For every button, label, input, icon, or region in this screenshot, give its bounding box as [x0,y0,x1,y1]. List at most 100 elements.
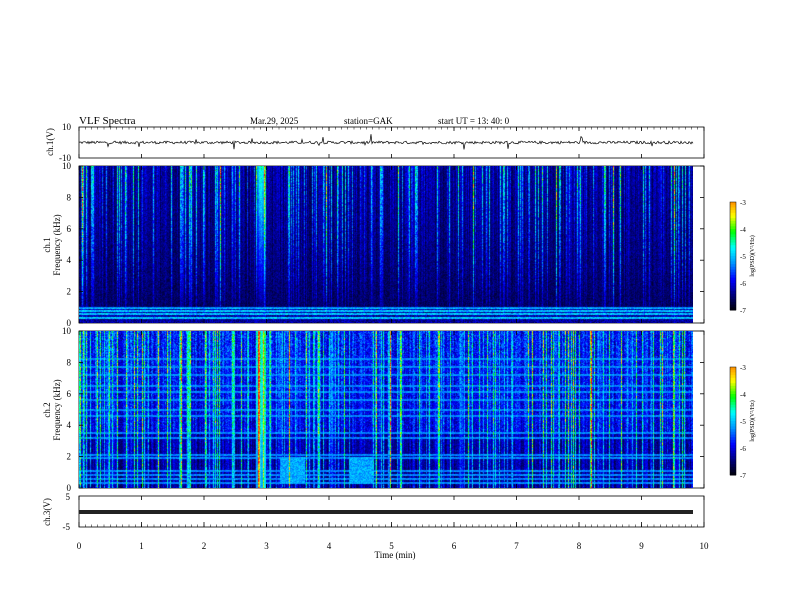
ch3-waveform-panel: 5 -5 ch.3(V) [42,492,705,532]
colorbar-cell [730,247,736,252]
xtick-label: 0 [77,541,82,551]
colorbar-cell [730,258,736,262]
colorbar-cell [730,266,736,270]
colorbar-tick-label: -6 [740,280,746,288]
colorbar-cell [730,426,736,430]
ch1-ytick-top: 10 [62,122,72,132]
colorbar-cell [730,431,736,435]
station-label: station=GAK [344,116,393,126]
colorbar-cell [730,210,736,214]
colorbar-cell [730,226,736,230]
colorbar-cell [730,399,736,403]
colorbar-cell [730,472,736,476]
colorbar-tick-label: -3 [740,364,746,372]
colorbar-cell [730,304,736,308]
ch1-spec-image-holder [79,166,693,323]
spec-ytick-label: 8 [67,192,72,202]
spec-ytick-label: 0 [67,318,72,328]
ch1-waveform-trace [79,134,694,150]
colorbar-cell [730,218,736,222]
colorbar-cell [730,394,736,398]
colorbar-cell [730,296,736,300]
ch2-spec-ylabel-ch: ch.2 [42,402,52,417]
colorbar-cell [730,293,736,297]
colorbar-cell [730,223,736,227]
colorbar-cell [730,307,736,311]
colorbar-tick-label: -5 [740,253,746,261]
time-axis: 0 1 2 3 4 5 6 7 8 9 10 [77,127,709,551]
colorbar-cell [730,418,736,422]
ch3-waveform-trace [79,510,693,514]
colorbar-cell [730,464,736,468]
ch2-spectrogram-panel: 0 2 4 6 8 10 ch.2 Frequency (kHz) [42,326,705,493]
ch2-spec-ylabel-line2: Frequency (kHz) [52,379,62,440]
colorbar-cell [730,407,736,411]
ch1-spectrogram-panel: 0 2 4 6 8 10 ch.1 Frequency (kHz) [42,161,705,328]
colorbar-cell [730,253,736,257]
colorbar-cell [730,456,736,460]
spec-ytick-label: 4 [67,255,72,265]
ch1-spec-ylabel-line1: ch.1 [42,237,52,252]
ch1-spec-yticks: 0 2 4 6 8 10 [62,161,704,328]
colorbar-cell [730,277,736,281]
colorbar-label: log(PSD)(V²/Hz) [749,235,756,276]
colorbar-cell [730,423,736,427]
start-ut-label: start UT = 13: 40: 0 [438,116,510,126]
colorbar-cell [730,231,736,235]
colorbar-cell [730,234,736,238]
colorbar-cell [730,229,736,233]
colorbar-cell [730,429,736,433]
xtick-label: 7 [514,541,519,551]
ch1-colorbar: -3 -4 -5 -6 -7 log(PSD)(V²/Hz) [729,199,756,315]
colorbar-cell [730,369,736,373]
xaxis-label: Time (min) [375,550,416,560]
xtick-label: 1 [139,541,144,551]
colorbar-cell [730,404,736,408]
colorbar-frame [729,366,737,476]
spec-ytick-label: 2 [67,452,72,462]
colorbar-cell [730,237,736,241]
ch1-ylabel: ch.1(V) [45,128,55,156]
spec-ytick-label: 6 [67,224,72,234]
ch3-ytick-bottom: -5 [63,522,71,532]
ch1-spec-ylabel-freq: Frequency (kHz) [52,214,62,275]
colorbar-tick-label: -7 [740,307,746,315]
colorbar-cell [730,202,736,206]
ch2-spec-ylabel-line1: ch.2 [42,402,52,417]
colorbar-tick-label: -6 [740,445,746,453]
colorbar-cell [730,415,736,419]
xtick-label: 2 [202,541,207,551]
colorbar-cell [730,372,736,376]
colorbar-cell [730,434,736,438]
spec-ytick-label: 4 [67,420,72,430]
colorbar-cell [730,367,736,371]
xtick-label: 9 [639,541,644,551]
figure-title: VLF Spectra [79,115,136,127]
spec-ytick-label: 6 [67,389,72,399]
colorbar-cell [730,402,736,406]
colorbar-cell [730,215,736,219]
colorbar-cell [730,269,736,273]
ch2-spec-ylabel-freq: Frequency (kHz) [52,379,62,440]
colorbar-tick-label: -4 [740,391,746,399]
colorbar-cell [730,437,736,441]
colorbar-cell [730,242,736,246]
colorbar-cell [730,448,736,452]
colorbar-cell [730,204,736,208]
ch1-spec-ylabel-ch: ch.1 [42,237,52,252]
colorbar-cell [730,280,736,284]
ch3-ylabel: ch.3(V) [42,498,52,526]
colorbar-label: log(PSD)(V²/Hz) [749,400,756,441]
ch1-waveform-panel: 10 -10 ch.1(V) [45,122,705,163]
colorbar-cell [730,453,736,457]
spec-ytick-label: 2 [67,287,72,297]
colorbar-cell [730,439,736,444]
ch1-spectrogram-image [79,166,693,323]
colorbar-cell [730,285,736,289]
colorbar-cell [730,261,736,265]
colorbar-cell [730,283,736,287]
xtick-label: 3 [264,541,269,551]
colorbar-cell [730,466,736,471]
ch2-spec-yticks: 0 2 4 6 8 10 [62,326,704,493]
colorbar-tick-label: -7 [740,472,746,480]
